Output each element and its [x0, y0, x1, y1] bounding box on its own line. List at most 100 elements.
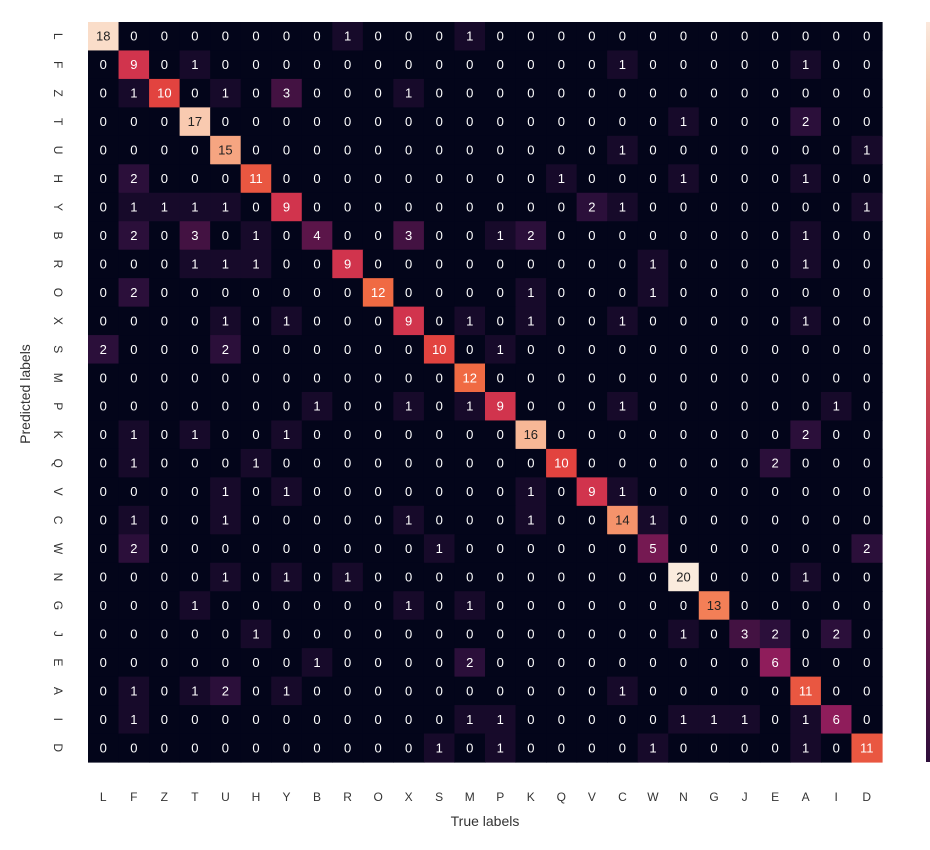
cell-value-P-B: 1 — [313, 399, 320, 414]
cell-value-E-H: 0 — [252, 655, 259, 670]
cell-value-M-D: 0 — [863, 370, 870, 385]
cell-value-O-N: 0 — [680, 285, 687, 300]
cell-value-F-Y: 0 — [283, 57, 290, 72]
heatmap-cell-D-C — [607, 733, 639, 763]
cell-value-I-H: 0 — [252, 712, 259, 727]
cell-value-J-X: 0 — [405, 626, 412, 641]
cell-value-M-A: 0 — [802, 370, 809, 385]
cell-value-B-V: 0 — [588, 228, 595, 243]
heatmap-cell-Y-B — [301, 192, 333, 222]
cell-value-F-S: 0 — [436, 57, 443, 72]
cell-value-Y-M: 0 — [466, 200, 473, 215]
cell-value-H-F: 2 — [130, 171, 137, 186]
y-tick-Z: Z — [51, 89, 65, 96]
cell-value-G-B: 0 — [313, 598, 320, 613]
heatmap-cell-L-L — [88, 22, 120, 52]
x-axis-label: True labels — [451, 813, 520, 829]
heatmap-cell-H-A — [790, 164, 822, 194]
heatmap-cell-W-W — [637, 534, 669, 564]
cell-value-X-Q: 0 — [558, 313, 565, 328]
cell-value-E-S: 0 — [436, 655, 443, 670]
cell-value-J-T: 0 — [191, 626, 198, 641]
heatmap-cell-W-R — [332, 534, 364, 564]
cell-value-L-R: 1 — [344, 29, 351, 44]
cell-value-T-P: 0 — [497, 114, 504, 129]
heatmap-cell-Y-V — [576, 192, 608, 222]
heatmap-cell-M-Y — [271, 363, 303, 393]
cell-value-I-C: 0 — [619, 712, 626, 727]
heatmap-cell-Y-D — [851, 192, 883, 222]
heatmap-cell-S-T — [179, 335, 211, 365]
cell-value-D-I: 0 — [833, 740, 840, 755]
cell-value-N-B: 0 — [313, 570, 320, 585]
heatmap-cell-I-T — [179, 705, 211, 735]
heatmap-cell-R-O — [362, 249, 394, 279]
heatmap-cell-U-R — [332, 135, 364, 165]
heatmap-cell-O-K — [515, 278, 547, 308]
cell-value-W-K: 0 — [527, 541, 534, 556]
heatmap-cell-C-W — [637, 505, 669, 535]
heatmap-cell-R-P — [485, 249, 517, 279]
heatmap-cell-H-M — [454, 164, 486, 194]
heatmap-cell-Z-S — [423, 78, 456, 108]
cell-value-Q-D: 0 — [863, 456, 870, 471]
heatmap-cell-M-D — [851, 363, 883, 393]
heatmap-cell-D-W — [637, 733, 669, 763]
heatmap-cell-R-J — [729, 249, 761, 279]
heatmap-cell-U-M — [454, 135, 486, 165]
cell-value-V-A: 0 — [802, 484, 809, 499]
heatmap-cell-E-Y — [271, 648, 303, 678]
cell-value-J-C: 0 — [619, 626, 626, 641]
cell-value-R-W: 1 — [649, 256, 656, 271]
cell-value-W-H: 0 — [252, 541, 259, 556]
cell-value-Y-N: 0 — [680, 200, 687, 215]
heatmap-cell-L-Y — [271, 22, 303, 52]
heatmap-cell-A-T — [179, 676, 211, 706]
heatmap-cell-L-B — [301, 22, 333, 52]
heatmap-cell-P-S — [423, 392, 456, 422]
heatmap-cell-U-W — [637, 135, 669, 165]
cell-value-T-G: 0 — [710, 114, 717, 129]
heatmap-cell-X-H — [240, 306, 272, 336]
heatmap-cell-I-G — [698, 705, 730, 735]
cell-value-X-Y: 1 — [283, 313, 290, 328]
heatmap-cell-F-S — [423, 50, 456, 80]
heatmap-cell-M-V — [576, 363, 608, 393]
heatmap-cell-U-C — [607, 135, 639, 165]
cell-value-A-L: 0 — [100, 683, 107, 698]
heatmap-cell-T-G — [698, 107, 730, 137]
heatmap-cell-Y-H — [240, 192, 272, 222]
cell-value-A-G: 0 — [710, 683, 717, 698]
heatmap-cell-K-J — [729, 420, 761, 450]
heatmap-cell-J-G — [698, 619, 730, 649]
heatmap-cell-T-V — [576, 107, 608, 137]
cell-value-J-A: 0 — [802, 626, 809, 641]
heatmap-cell-M-R — [332, 363, 364, 393]
cell-value-X-X: 9 — [405, 313, 412, 328]
cell-value-I-J: 1 — [741, 712, 748, 727]
heatmap-cell-L-K — [515, 22, 547, 52]
cell-value-D-N: 0 — [680, 740, 687, 755]
heatmap-cell-X-P — [485, 306, 517, 336]
heatmap-cell-Z-I — [820, 78, 853, 108]
heatmap-cell-J-H — [240, 619, 272, 649]
heatmap-cell-T-W — [637, 107, 669, 137]
heatmap-cell-Y-A — [790, 192, 822, 222]
heatmap-cell-L-U — [210, 22, 242, 52]
x-tick-M: M — [465, 790, 475, 804]
heatmap-cell-L-A — [790, 22, 822, 52]
heatmap-cell-B-Z — [149, 221, 181, 251]
cell-value-F-B: 0 — [313, 57, 320, 72]
heatmap-cell-N-R — [332, 562, 364, 592]
x-tick-E: E — [771, 790, 779, 804]
x-tick-O: O — [373, 790, 382, 804]
heatmap-cell-H-R — [332, 164, 364, 194]
heatmap-cell-E-X — [393, 648, 425, 678]
heatmap-cell-T-F — [118, 107, 150, 137]
cell-value-V-E: 0 — [772, 484, 779, 499]
heatmap-cell-X-Z — [149, 306, 181, 336]
cell-value-K-C: 0 — [619, 427, 626, 442]
heatmap-cell-O-J — [729, 278, 761, 308]
cell-value-G-U: 0 — [222, 598, 229, 613]
heatmap-cell-I-X — [393, 705, 425, 735]
